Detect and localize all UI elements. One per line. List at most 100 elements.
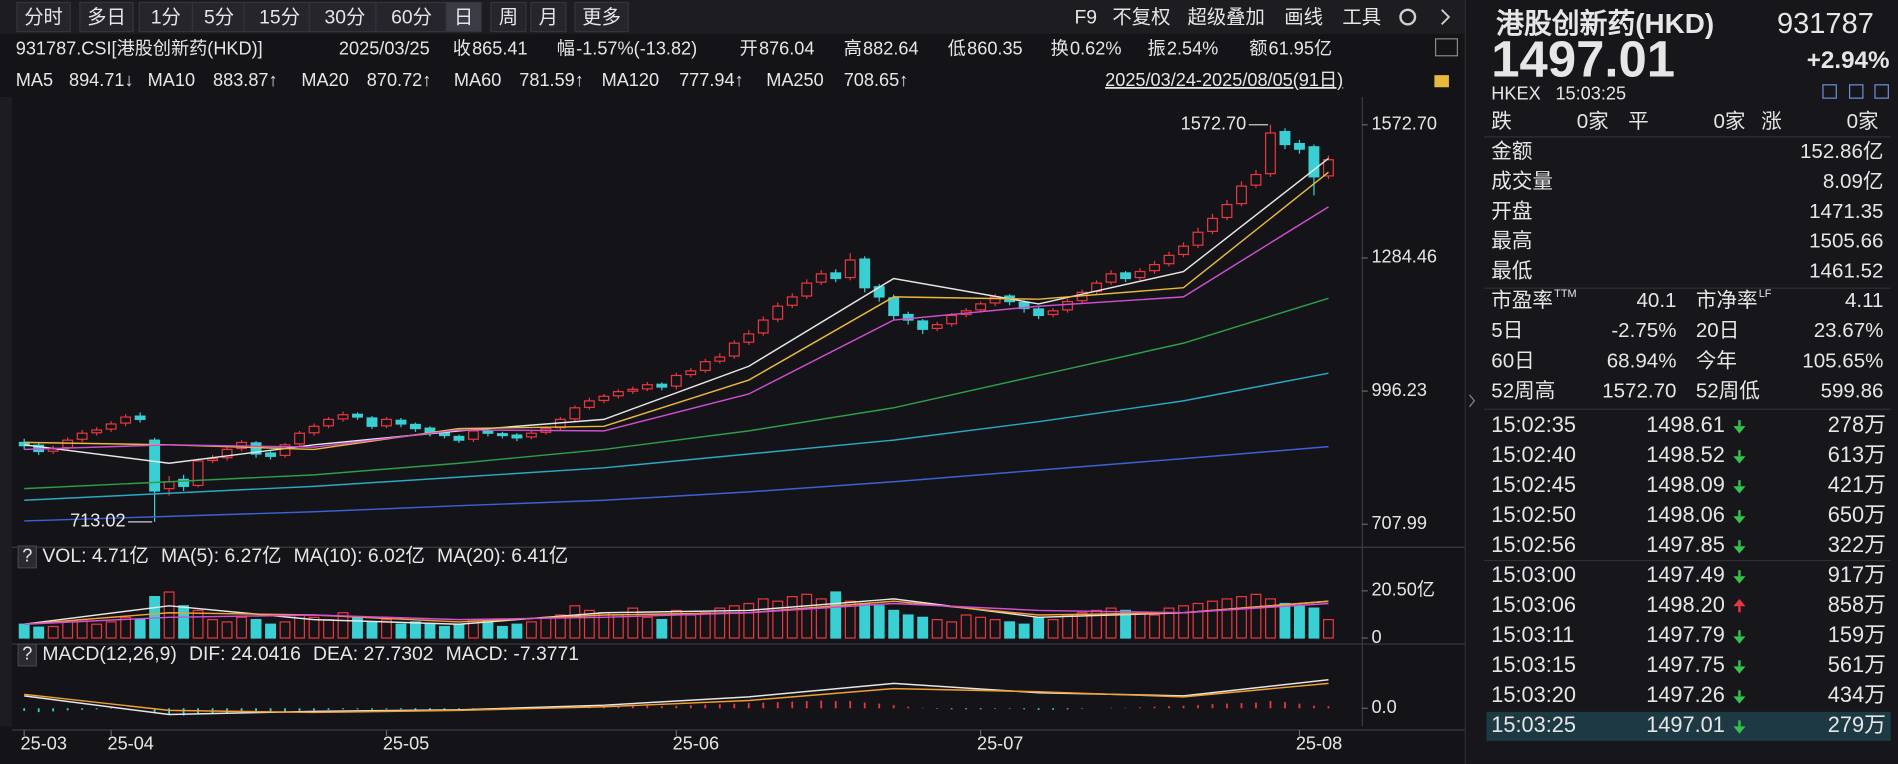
ma-value: 708.65↑ (844, 70, 909, 90)
trade-direction (1733, 666, 1746, 674)
period-button[interactable] (445, 1, 482, 33)
period-label: 60分 (391, 6, 432, 28)
y-tick-label: 20.50亿 (1371, 580, 1435, 600)
candle-body (1163, 254, 1175, 265)
info-value: 865.41 (472, 39, 528, 59)
security-code: 931787.CSI[港股创新药(HKD)] (16, 39, 263, 59)
volume-bar (917, 616, 929, 639)
volume-bar (641, 616, 653, 639)
last-price: 1497.01 (1491, 30, 1675, 87)
candle-body (294, 432, 305, 445)
candle-body (1279, 130, 1291, 146)
stat-value: 152.86亿 (1800, 140, 1883, 163)
copy-icon[interactable] (1848, 84, 1864, 99)
candle-body (670, 374, 682, 387)
add-icon[interactable] (1874, 84, 1889, 99)
volume-bar (670, 609, 682, 639)
x-tick-label: 25-07 (977, 733, 1023, 753)
y-tick-label: 1284.46 (1371, 247, 1437, 267)
volume-bar (395, 623, 407, 639)
ma-line (24, 372, 1329, 501)
trade-time: 15:02:56 (1491, 532, 1576, 557)
breadth-label: 跌 (1491, 110, 1512, 133)
tool-button[interactable]: F9 (1074, 6, 1097, 28)
candle-body (308, 425, 320, 434)
period-button[interactable] (138, 1, 194, 33)
ma-label: MA120 (602, 70, 659, 90)
candle-body (337, 414, 349, 420)
screen-icon[interactable] (1434, 38, 1458, 57)
ma-label: MA250 (766, 70, 823, 90)
candle-body (1322, 159, 1334, 177)
candle-body (265, 452, 276, 457)
info-value: 876.04 (759, 39, 815, 59)
volume-bar (1192, 602, 1204, 639)
period-label: 周 (499, 6, 518, 28)
candle-body (1134, 270, 1146, 279)
x-tick-label: 25-04 (108, 733, 154, 753)
period-button[interactable] (530, 1, 567, 33)
lock-icon[interactable] (1434, 75, 1449, 88)
candle-body (1294, 142, 1305, 150)
period-button[interactable] (16, 1, 71, 33)
stat-label: 开盘 (1491, 200, 1532, 223)
candle-body (207, 458, 219, 462)
volume-bar (192, 609, 204, 639)
period-button[interactable] (574, 1, 629, 33)
volume-bar (801, 593, 813, 639)
tool-button[interactable]: 不复权 (1112, 6, 1170, 28)
volume-bar (221, 621, 233, 639)
period-button[interactable] (243, 1, 316, 33)
stat-value: 1461.52 (1809, 260, 1883, 283)
ratio-label: 52周高 (1491, 380, 1555, 403)
period-label: 多日 (87, 6, 126, 28)
period-button[interactable] (191, 1, 247, 33)
settings-icon[interactable] (1399, 8, 1417, 26)
volume-bar (656, 619, 668, 639)
next-icon[interactable] (1441, 9, 1451, 25)
help-icon-box[interactable] (17, 643, 37, 667)
volume-bar (540, 616, 552, 639)
info-label: 开 (740, 39, 758, 59)
candle-body (946, 314, 958, 325)
trade-direction (1733, 599, 1746, 607)
trade-volume: 278万 (1828, 412, 1886, 437)
volume-bar (453, 623, 465, 639)
collapse-icon[interactable] (1469, 394, 1476, 408)
ratio-label: 60日 (1491, 349, 1534, 372)
ratio-value: 4.11 (1845, 289, 1884, 312)
info-value: 2.54% (1167, 39, 1218, 59)
pane-legend: MACD: -7.3771 (446, 643, 579, 665)
period-button[interactable] (308, 1, 382, 33)
period-label: 30分 (325, 6, 366, 28)
volume-bar (772, 600, 784, 639)
trade-time: 15:03:11 (1491, 622, 1574, 647)
candle-body (728, 342, 740, 357)
volume-bar (482, 621, 494, 639)
candle-body (120, 416, 132, 424)
period-button[interactable] (375, 1, 448, 33)
ma-line (24, 598, 1329, 625)
edit-icon[interactable] (1822, 84, 1837, 99)
candle-body (830, 272, 842, 280)
help-icon-box[interactable] (17, 545, 37, 569)
tool-button[interactable]: 画线 (1284, 6, 1323, 28)
tool-button[interactable]: 工具 (1342, 6, 1381, 28)
stat-value: 8.09亿 (1823, 170, 1884, 193)
ratio-value: 105.65% (1802, 349, 1883, 372)
volume-bar (989, 619, 1001, 639)
period-label: 5分 (204, 6, 234, 28)
volume-bar (844, 600, 856, 639)
period-button[interactable] (490, 1, 527, 33)
trade-volume: 650万 (1828, 502, 1886, 527)
tool-button[interactable]: 超级叠加 (1187, 6, 1264, 28)
candle-body (844, 259, 856, 279)
volume-bar (62, 621, 74, 639)
period-button[interactable] (79, 1, 134, 33)
volume-bar (105, 621, 117, 639)
trade-volume: 561万 (1828, 652, 1886, 677)
trade-price: 1497.85 (1646, 532, 1725, 557)
volume-bar (685, 614, 697, 639)
